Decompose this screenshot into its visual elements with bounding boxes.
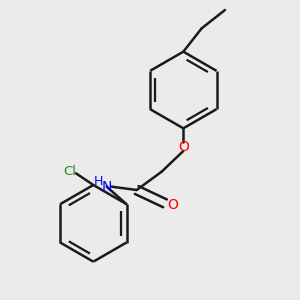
Text: O: O	[178, 140, 189, 154]
Text: Cl: Cl	[64, 165, 76, 178]
Text: O: O	[167, 198, 178, 212]
Text: N: N	[101, 180, 112, 194]
Text: H: H	[94, 175, 103, 188]
